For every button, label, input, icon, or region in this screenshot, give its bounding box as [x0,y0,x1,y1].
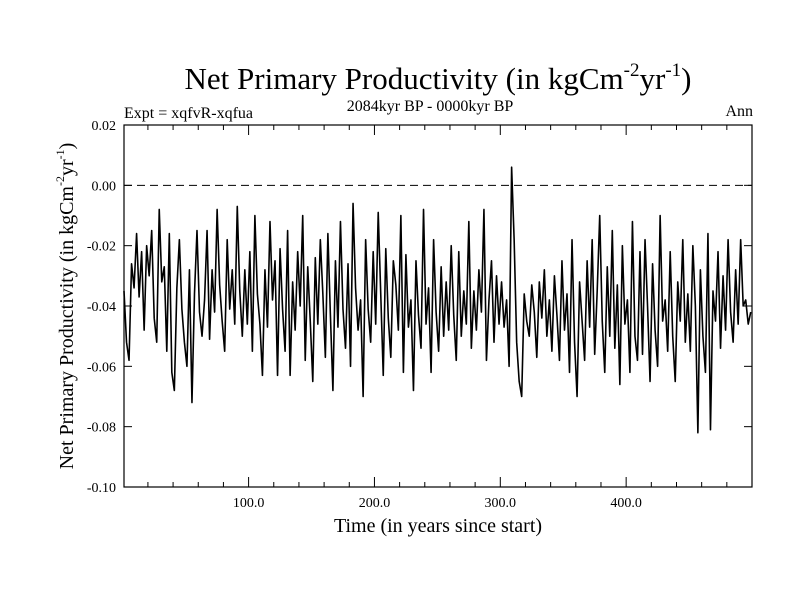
y-tick-label: -0.08 [87,421,116,436]
series-line-npp [123,166,752,434]
x-tick-label: 200.0 [359,496,391,511]
experiment-label: Expt = xqfvR-xqfua [124,105,253,122]
x-tick-label: 400.0 [610,496,642,511]
time-range-label: 2084kyr BP - 0000kyr BP [347,98,514,115]
x-tick-label: 100.0 [233,496,265,511]
chart-title: Net Primary Productivity (in kgCm-2yr-1) [185,60,692,96]
season-label: Ann [725,103,753,120]
y-axis-label: Net Primary Productivity (in kgCm-2yr-1) [53,143,78,470]
y-tick-label: 0.02 [92,119,117,134]
y-tick-label: -0.02 [87,240,116,255]
y-tick-label: -0.06 [87,360,116,375]
x-tick-label: 300.0 [485,496,517,511]
x-axis-label: Time (in years since start) [334,515,542,537]
y-tick-label: -0.10 [87,481,116,496]
y-tick-label: 0.00 [92,179,117,194]
y-tick-label: -0.04 [87,300,116,315]
